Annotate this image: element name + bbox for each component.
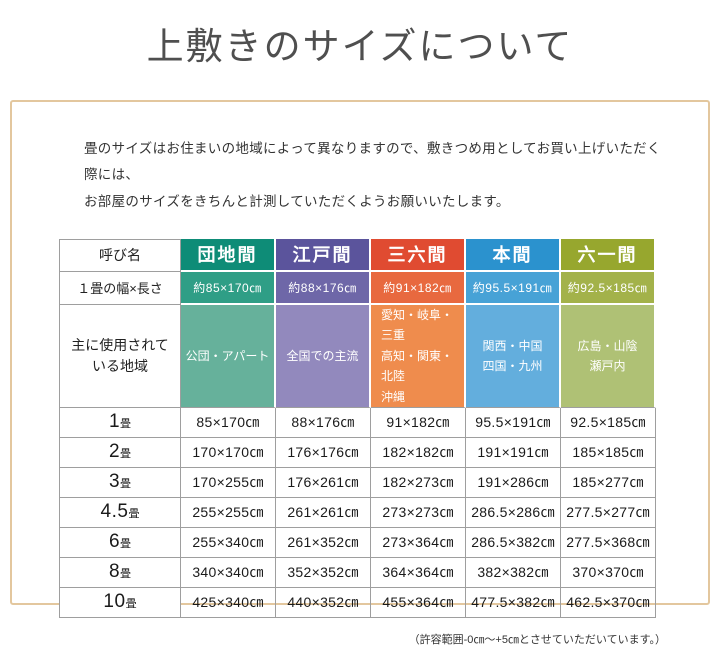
size-count: 4.5 xyxy=(100,501,129,523)
width-cell-sanrokuma: 約91×182㎝ xyxy=(371,271,466,305)
size-unit: 畳 xyxy=(120,478,132,491)
width-length-row: １畳の幅×長さ 約85×170㎝ 約88×176㎝ 約91×182㎝ 約95.5… xyxy=(59,271,656,305)
size-count: 2 xyxy=(108,441,121,463)
size-unit: 畳 xyxy=(128,508,140,521)
intro-line-2: お部屋のサイズをきちんと計測していただくようお願いいたします。 xyxy=(84,193,510,209)
size-cell: 462.5×370㎝ xyxy=(561,587,656,618)
column-header-edoma: 江戸間 xyxy=(276,238,371,272)
size-count: 10 xyxy=(103,591,126,613)
size-cell: 286.5×382㎝ xyxy=(466,527,561,558)
size-cell: 170×255㎝ xyxy=(181,467,276,498)
size-cell: 364×364㎝ xyxy=(371,557,466,588)
width-cell-rokuichima: 約92.5×185㎝ xyxy=(561,271,656,305)
size-cell: 382×382㎝ xyxy=(466,557,561,588)
size-cell: 176×261㎝ xyxy=(276,467,371,498)
name-header-row: 呼び名 団地間 江戸間 三六間 本間 六一間 xyxy=(59,238,656,272)
size-row-label: 6畳 xyxy=(59,527,181,558)
size-cell: 255×340㎝ xyxy=(181,527,276,558)
size-row-10jo: 10畳 425×340㎝ 440×352㎝ 455×364㎝ 477.5×382… xyxy=(59,587,656,618)
size-cell: 440×352㎝ xyxy=(276,587,371,618)
size-cell: 95.5×191㎝ xyxy=(466,407,561,438)
size-row-1jo: 1畳 85×170㎝ 88×176㎝ 91×182㎝ 95.5×191㎝ 92.… xyxy=(59,407,656,438)
size-cell: 455×364㎝ xyxy=(371,587,466,618)
size-cell: 261×261㎝ xyxy=(276,497,371,528)
size-row-label: 2畳 xyxy=(59,437,181,468)
size-cell: 352×352㎝ xyxy=(276,557,371,588)
column-header-danchima: 団地間 xyxy=(181,238,276,272)
region-cell-danchima: 公団・アパート xyxy=(181,304,276,408)
size-cell: 273×364㎝ xyxy=(371,527,466,558)
size-cell: 261×352㎝ xyxy=(276,527,371,558)
region-cell-honma: 関西・中国 四国・九州 xyxy=(466,304,561,408)
size-cell: 255×255㎝ xyxy=(181,497,276,528)
intro-text: 畳のサイズはお住まいの地域によって異なりますので、敷きつめ用としてお買い上げいた… xyxy=(84,136,668,215)
page-title: 上敷きのサイズについて xyxy=(146,27,574,68)
region-row: 主に使用されて いる地域 公団・アパート 全国での主流 愛知・岐阜・三重 高知・… xyxy=(59,304,656,408)
size-unit: 畳 xyxy=(120,568,132,581)
size-row-label: 4.5畳 xyxy=(59,497,181,528)
size-cell: 477.5×382㎝ xyxy=(466,587,561,618)
row-label-width: １畳の幅×長さ xyxy=(59,271,181,305)
size-cell: 191×191㎝ xyxy=(466,437,561,468)
column-header-rokuichima: 六一間 xyxy=(561,238,656,272)
tatami-size-table: 呼び名 団地間 江戸間 三六間 本間 六一間 １畳の幅×長さ 約85×170㎝ … xyxy=(59,238,656,618)
size-count: 1 xyxy=(108,411,121,433)
size-row-label: 3畳 xyxy=(59,467,181,498)
size-cell: 340×340㎝ xyxy=(181,557,276,588)
region-cell-rokuichima: 広島・山陰 瀬戸内 xyxy=(561,304,656,408)
size-row-4-5jo: 4.5畳 255×255㎝ 261×261㎝ 273×273㎝ 286.5×28… xyxy=(59,497,656,528)
size-cell: 185×277㎝ xyxy=(561,467,656,498)
column-header-sanrokuma: 三六間 xyxy=(371,238,466,272)
size-cell: 88×176㎝ xyxy=(276,407,371,438)
size-cell: 182×273㎝ xyxy=(371,467,466,498)
size-row-label: 8畳 xyxy=(59,557,181,588)
size-row-3jo: 3畳 170×255㎝ 176×261㎝ 182×273㎝ 191×286㎝ 1… xyxy=(59,467,656,498)
size-unit: 畳 xyxy=(120,418,132,431)
size-cell: 191×286㎝ xyxy=(466,467,561,498)
size-row-label: 1畳 xyxy=(59,407,181,438)
size-count: 3 xyxy=(108,471,121,493)
width-cell-danchima: 約85×170㎝ xyxy=(181,271,276,305)
size-row-6jo: 6畳 255×340㎝ 261×352㎝ 273×364㎝ 286.5×382㎝… xyxy=(59,527,656,558)
size-cell: 273×273㎝ xyxy=(371,497,466,528)
size-count: 6 xyxy=(108,531,121,553)
size-row-8jo: 8畳 340×340㎝ 352×352㎝ 364×364㎝ 382×382㎝ 3… xyxy=(59,557,656,588)
size-cell: 425×340㎝ xyxy=(181,587,276,618)
size-unit: 畳 xyxy=(120,448,132,461)
size-cell: 277.5×277㎝ xyxy=(561,497,656,528)
size-cell: 91×182㎝ xyxy=(371,407,466,438)
row-label-name: 呼び名 xyxy=(59,238,181,272)
size-unit: 畳 xyxy=(125,598,137,611)
content-frame: 畳のサイズはお住まいの地域によって異なりますので、敷きつめ用としてお買い上げいた… xyxy=(10,100,710,646)
size-cell: 286.5×286㎝ xyxy=(466,497,561,528)
tolerance-footnote: （許容範囲-0㎝～+5㎝とさせていただいています。） xyxy=(408,633,666,646)
row-label-region: 主に使用されて いる地域 xyxy=(59,304,181,408)
size-row-label: 10畳 xyxy=(59,587,181,618)
size-cell: 185×185㎝ xyxy=(561,437,656,468)
intro-line-1: 畳のサイズはお住まいの地域によって異なりますので、敷きつめ用としてお買い上げいた… xyxy=(84,141,661,183)
size-cell: 176×176㎝ xyxy=(276,437,371,468)
region-cell-edoma: 全国での主流 xyxy=(276,304,371,408)
size-cell: 85×170㎝ xyxy=(181,407,276,438)
size-unit: 畳 xyxy=(120,538,132,551)
region-cell-sanrokuma: 愛知・岐阜・三重 高知・関東・北陸 沖縄 xyxy=(371,304,466,408)
size-cell: 277.5×368㎝ xyxy=(561,527,656,558)
size-count: 8 xyxy=(108,561,121,583)
column-header-honma: 本間 xyxy=(466,238,561,272)
size-cell: 170×170㎝ xyxy=(181,437,276,468)
size-cell: 370×370㎝ xyxy=(561,557,656,588)
size-cell: 182×182㎝ xyxy=(371,437,466,468)
size-row-2jo: 2畳 170×170㎝ 176×176㎝ 182×182㎝ 191×191㎝ 1… xyxy=(59,437,656,468)
size-cell: 92.5×185㎝ xyxy=(561,407,656,438)
width-cell-honma: 約95.5×191㎝ xyxy=(466,271,561,305)
width-cell-edoma: 約88×176㎝ xyxy=(276,271,371,305)
